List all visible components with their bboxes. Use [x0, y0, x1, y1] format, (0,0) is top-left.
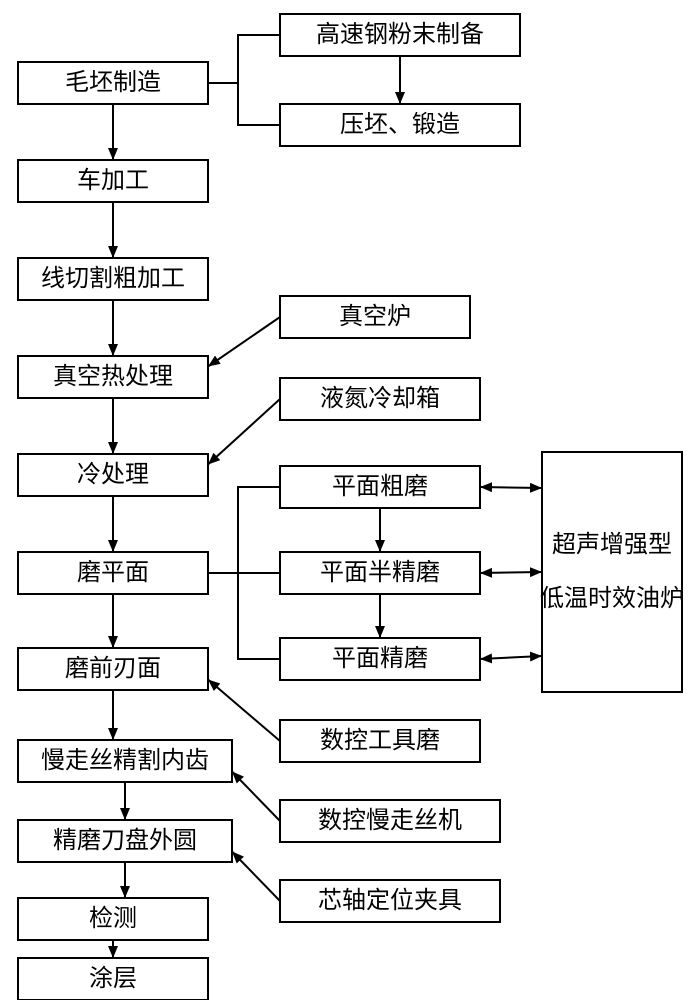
- svg-text:精磨刀盘外圆: 精磨刀盘外圆: [53, 827, 197, 854]
- node-m3: 线切割粗加工: [18, 258, 208, 300]
- svg-text:平面半精磨: 平面半精磨: [320, 559, 440, 586]
- svg-text:平面精磨: 平面精磨: [332, 645, 428, 672]
- svg-text:低温时效油炉: 低温时效油炉: [540, 585, 684, 612]
- svg-text:液氮冷却箱: 液氮冷却箱: [320, 385, 440, 412]
- svg-text:磨前刃面: 磨前刃面: [65, 655, 161, 682]
- svg-text:车加工: 车加工: [77, 167, 149, 194]
- svg-text:慢走丝精割内齿: 慢走丝精割内齿: [41, 747, 209, 774]
- node-big: 超声增强型低温时效油炉: [540, 452, 684, 692]
- node-m6: 磨平面: [18, 552, 208, 594]
- node-m5: 冷处理: [18, 454, 208, 496]
- svg-text:芯轴定位夹具: 芯轴定位夹具: [318, 887, 462, 914]
- svg-text:涂层: 涂层: [89, 965, 137, 992]
- svg-text:毛坯制造: 毛坯制造: [65, 69, 161, 96]
- node-r10: 芯轴定位夹具: [280, 880, 500, 922]
- node-r8: 数控工具磨: [280, 720, 480, 762]
- svg-text:压坯、锻造: 压坯、锻造: [340, 111, 460, 138]
- flowchart-svg: 毛坯制造车加工线切割粗加工真空热处理冷处理磨平面磨前刃面慢走丝精割内齿精磨刀盘外…: [0, 0, 688, 1000]
- node-m11: 涂层: [18, 958, 208, 1000]
- node-r6: 平面半精磨: [280, 552, 480, 594]
- svg-text:真空炉: 真空炉: [339, 303, 411, 330]
- svg-text:数控工具磨: 数控工具磨: [320, 727, 440, 754]
- svg-text:检测: 检测: [89, 905, 137, 932]
- svg-text:超声增强型: 超声增强型: [552, 531, 672, 558]
- node-m9: 精磨刀盘外圆: [18, 820, 232, 862]
- node-m7: 磨前刃面: [18, 648, 208, 690]
- svg-text:真空热处理: 真空热处理: [53, 363, 173, 390]
- node-r9: 数控慢走丝机: [280, 800, 500, 842]
- node-r2: 压坯、锻造: [280, 104, 520, 146]
- node-m10: 检测: [18, 898, 208, 940]
- svg-text:高速钢粉末制备: 高速钢粉末制备: [316, 21, 484, 48]
- svg-text:线切割粗加工: 线切割粗加工: [41, 265, 185, 292]
- svg-text:冷处理: 冷处理: [77, 461, 149, 488]
- node-m2: 车加工: [18, 160, 208, 202]
- node-m4: 真空热处理: [18, 356, 208, 398]
- node-r4: 液氮冷却箱: [280, 378, 480, 420]
- node-r5: 平面粗磨: [280, 466, 480, 508]
- node-m8: 慢走丝精割内齿: [18, 740, 232, 782]
- node-r3: 真空炉: [280, 296, 470, 338]
- svg-text:磨平面: 磨平面: [77, 559, 149, 586]
- node-r1: 高速钢粉末制备: [280, 14, 520, 56]
- svg-text:平面粗磨: 平面粗磨: [332, 473, 428, 500]
- svg-text:数控慢走丝机: 数控慢走丝机: [318, 807, 462, 834]
- node-m1: 毛坯制造: [18, 62, 208, 104]
- node-r7: 平面精磨: [280, 638, 480, 680]
